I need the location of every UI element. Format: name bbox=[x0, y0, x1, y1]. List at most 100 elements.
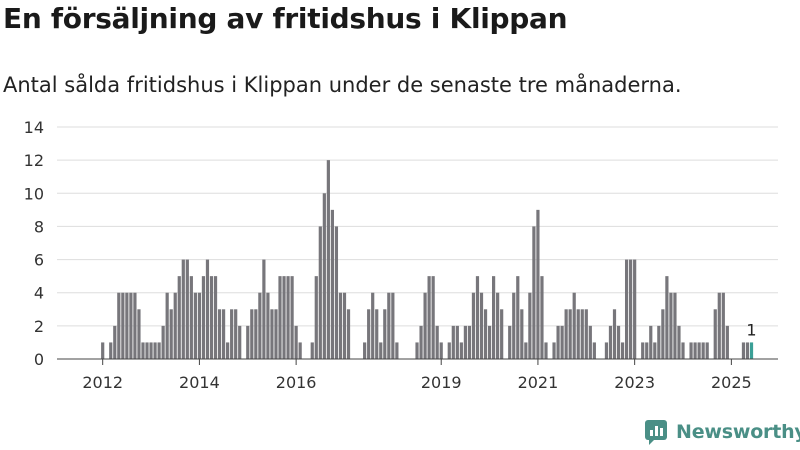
bar bbox=[157, 342, 161, 359]
bar bbox=[153, 342, 157, 359]
bar bbox=[262, 259, 266, 359]
bar bbox=[612, 309, 617, 359]
bar bbox=[745, 342, 750, 359]
bar bbox=[516, 276, 520, 359]
y-tick-label: 6 bbox=[34, 251, 44, 270]
bar bbox=[238, 325, 242, 359]
bar bbox=[467, 325, 472, 359]
bar bbox=[439, 342, 443, 359]
y-tick-label: 14 bbox=[24, 118, 44, 137]
bar bbox=[447, 342, 451, 359]
chart-subtitle: Antal sålda fritidshus i Klippan under d… bbox=[3, 73, 682, 97]
bar bbox=[141, 342, 145, 359]
bar bbox=[258, 292, 262, 359]
bar bbox=[205, 259, 210, 359]
bar bbox=[459, 342, 463, 359]
bar bbox=[298, 342, 302, 359]
data-label: 1 bbox=[746, 320, 756, 339]
bar bbox=[330, 209, 334, 359]
x-tick-label: 2021 bbox=[518, 373, 559, 392]
bar-chart: 0 2 4 6 8 10 12 14 2012 2014 2016 2019 2021 2023 2025 1 bbox=[24, 118, 778, 392]
bar bbox=[665, 276, 669, 359]
bar bbox=[560, 325, 564, 359]
bar bbox=[177, 276, 181, 359]
bar bbox=[338, 292, 343, 359]
bar bbox=[540, 276, 544, 359]
bar bbox=[492, 276, 496, 359]
bar bbox=[483, 309, 488, 359]
bar bbox=[193, 292, 197, 359]
y-tick-label: 12 bbox=[24, 151, 44, 170]
bar bbox=[701, 342, 705, 359]
bar bbox=[209, 276, 214, 359]
y-tick-label: 8 bbox=[34, 217, 44, 236]
bar bbox=[379, 342, 383, 359]
y-tick-label: 10 bbox=[24, 184, 44, 203]
bar bbox=[117, 292, 121, 359]
bar bbox=[121, 292, 125, 359]
bar bbox=[725, 325, 729, 359]
bar bbox=[431, 276, 435, 359]
bar bbox=[629, 259, 633, 359]
bar bbox=[588, 325, 592, 359]
bar bbox=[213, 276, 218, 359]
bar bbox=[592, 342, 596, 359]
bar bbox=[278, 276, 282, 359]
bar bbox=[673, 292, 677, 359]
bar bbox=[419, 325, 423, 359]
bar bbox=[568, 309, 572, 359]
newsworthy-logo-text: Newsworthy bbox=[676, 421, 800, 443]
bar bbox=[564, 309, 568, 359]
bar bbox=[677, 325, 681, 359]
bar bbox=[286, 276, 290, 359]
bar bbox=[576, 309, 580, 359]
bar bbox=[254, 309, 258, 359]
bar bbox=[500, 309, 504, 359]
bar bbox=[584, 309, 588, 359]
bar bbox=[109, 342, 113, 359]
bar bbox=[113, 325, 117, 359]
bar bbox=[552, 342, 556, 359]
bar bbox=[524, 342, 528, 359]
bar bbox=[435, 325, 439, 359]
y-tick-label: 0 bbox=[34, 350, 44, 369]
bar bbox=[657, 325, 661, 359]
bar bbox=[641, 342, 645, 359]
bar bbox=[161, 325, 165, 359]
x-tick-label: 2016 bbox=[276, 373, 317, 392]
bar bbox=[479, 292, 484, 359]
bar bbox=[532, 226, 536, 359]
bar bbox=[616, 325, 621, 359]
bar bbox=[221, 309, 226, 359]
bar bbox=[314, 276, 318, 359]
bar bbox=[693, 342, 697, 359]
bar bbox=[697, 342, 701, 359]
bar bbox=[375, 309, 379, 359]
bar bbox=[717, 292, 721, 359]
bar bbox=[367, 309, 371, 359]
bar bbox=[137, 309, 141, 359]
bar bbox=[572, 292, 576, 359]
bar bbox=[496, 292, 500, 359]
bar bbox=[318, 226, 322, 359]
bar bbox=[149, 342, 153, 359]
bar bbox=[536, 209, 540, 359]
bar bbox=[661, 309, 665, 359]
bar bbox=[423, 292, 427, 359]
bar bbox=[391, 292, 395, 359]
bar bbox=[528, 292, 532, 359]
bar bbox=[290, 276, 294, 359]
newsworthy-logo: Newsworthy bbox=[644, 419, 800, 445]
bar bbox=[363, 342, 367, 359]
bar bbox=[101, 342, 105, 359]
bar bbox=[580, 309, 584, 359]
bar bbox=[427, 276, 431, 359]
bar bbox=[508, 325, 512, 359]
bar bbox=[125, 292, 129, 359]
bar bbox=[189, 276, 193, 359]
bar bbox=[322, 193, 326, 359]
bar bbox=[721, 292, 725, 359]
bar-highlight bbox=[749, 342, 754, 359]
bar bbox=[415, 342, 419, 359]
bar bbox=[181, 259, 185, 359]
